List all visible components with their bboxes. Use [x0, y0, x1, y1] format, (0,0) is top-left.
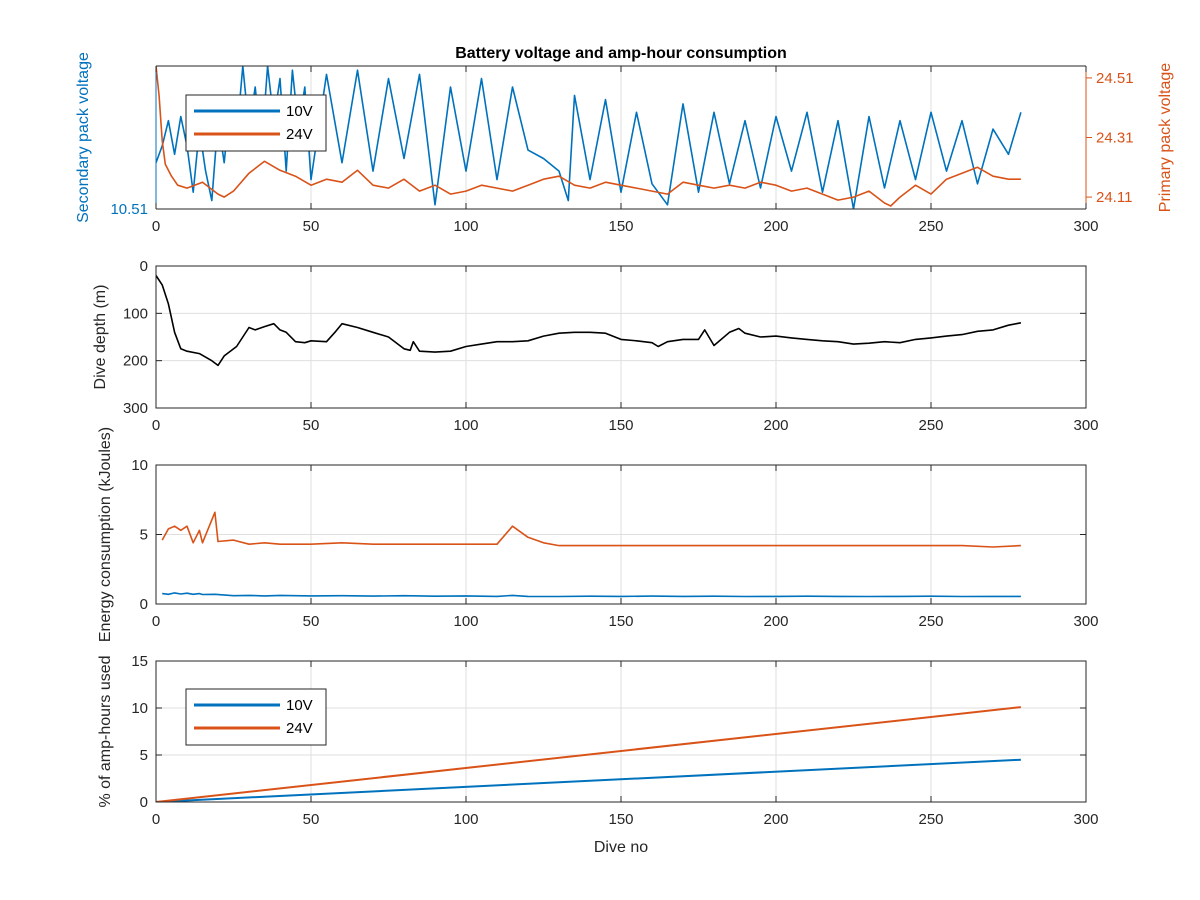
- x-tick-label: 200: [763, 218, 788, 235]
- x-tick-label: 150: [608, 811, 633, 828]
- x-tick-label: 0: [152, 417, 160, 434]
- series-line-10v: [162, 592, 1021, 598]
- x-axis-label: Dive no: [594, 839, 648, 856]
- x-tick-label: 50: [303, 218, 320, 235]
- x-tick-label: 250: [918, 811, 943, 828]
- x-tick-label: 0: [152, 218, 160, 235]
- y-tick-label: 0: [140, 258, 148, 275]
- x-tick-label: 150: [608, 218, 633, 235]
- x-tick-label: 200: [763, 613, 788, 630]
- x-tick-label: 200: [763, 417, 788, 434]
- y-tick-label: 0: [140, 596, 148, 613]
- legend-label-10v: 10V: [286, 697, 313, 714]
- y-axis-label: % of amp-hours used: [97, 655, 114, 807]
- y-tick-label: 5: [140, 747, 148, 764]
- x-tick-label: 100: [453, 218, 478, 235]
- x-tick-label: 150: [608, 613, 633, 630]
- series-line-depth: [156, 275, 1022, 367]
- x-tick-label: 300: [1073, 417, 1098, 434]
- subplot-1: 0 50 100 150 200 250 300 10.51 24.11 24.31 24.51 Ba…: [75, 45, 1174, 235]
- x-tick-label: 200: [763, 811, 788, 828]
- x-tick-label: 50: [303, 417, 320, 434]
- legend-label-10v: 10V: [286, 103, 313, 120]
- x-tick-label: 0: [152, 811, 160, 828]
- legend-box: [185, 688, 327, 746]
- x-tick-label: 300: [1073, 613, 1098, 630]
- x-tick-label: 250: [918, 417, 943, 434]
- y-tick-label: 10: [131, 457, 148, 474]
- y-axis-label: Secondary pack voltage: [75, 52, 92, 223]
- y-axis-label: Energy consumption (kJoules): [97, 427, 114, 642]
- x-tick-label: 100: [453, 811, 478, 828]
- y-tick-label: 300: [123, 400, 148, 417]
- x-tick-label: 300: [1073, 811, 1098, 828]
- x-tick-label: 150: [608, 417, 633, 434]
- legend-label-24v: 24V: [286, 126, 313, 143]
- subplot-3: 0 50 100 150 200 250 300 0 5 10 Energy consumption…: [97, 427, 1099, 642]
- y-tick-label-right: 24.31: [1096, 130, 1134, 147]
- x-tick-label: 100: [453, 613, 478, 630]
- x-tick-label: 300: [1073, 218, 1098, 235]
- y-tick-label-right: 24.11: [1096, 189, 1132, 206]
- y-tick-label-right: 24.51: [1096, 70, 1134, 87]
- series-line-24v: [161, 511, 1021, 548]
- series-line-24v: [156, 706, 1022, 802]
- y-tick-label-left: 10.51: [110, 201, 148, 218]
- legend-panel1: 10V 24V: [185, 94, 327, 152]
- x-tick-label: 50: [303, 613, 320, 630]
- x-tick-label: 100: [453, 417, 478, 434]
- y-tick-label: 15: [131, 653, 148, 670]
- legend-box: [185, 94, 327, 152]
- legend-label-24v: 24V: [286, 720, 313, 737]
- y-axis-label-right: Primary pack voltage: [1157, 63, 1174, 212]
- y-tick-label: 5: [140, 527, 148, 544]
- x-tick-label: 50: [303, 811, 320, 828]
- legend-panel4: 10V 24V: [185, 688, 327, 746]
- y-tick-label: 200: [123, 353, 148, 370]
- y-tick-label: 100: [123, 305, 148, 322]
- x-tick-label: 250: [918, 218, 943, 235]
- series-line-10v: [156, 758, 1021, 802]
- chart-title: Battery voltage and amp-hour consumption: [455, 45, 787, 62]
- y-tick-label: 10: [131, 700, 148, 717]
- x-tick-label: 0: [152, 613, 160, 630]
- subplot-4: 0 50 100 150 200 250 300 0 5 10 15 Dive no % of amp-…: [97, 653, 1099, 856]
- x-tick-label: 250: [918, 613, 943, 630]
- series-line-24v: [156, 66, 1021, 207]
- y-axis-label: Dive depth (m): [92, 285, 109, 390]
- y-tick-label: 0: [140, 794, 148, 811]
